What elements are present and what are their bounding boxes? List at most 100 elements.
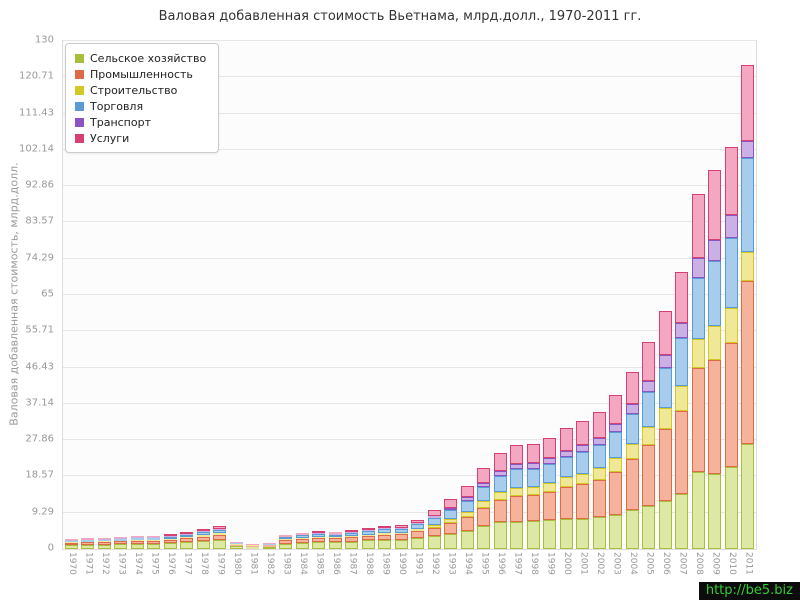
- bar-segment[interactable]: [213, 532, 227, 535]
- bar-segment[interactable]: [477, 468, 491, 484]
- bar-segment[interactable]: [658, 368, 672, 409]
- stacked-bar[interactable]: [246, 543, 260, 549]
- bar-segment[interactable]: [576, 518, 590, 549]
- bar-segment[interactable]: [361, 535, 375, 541]
- bar-segment[interactable]: [543, 520, 557, 549]
- bar-segment[interactable]: [559, 477, 573, 487]
- bar-segment[interactable]: [180, 542, 194, 549]
- bar-segment[interactable]: [295, 539, 309, 543]
- bar-column-2011[interactable]: 2011: [740, 41, 757, 575]
- bar-segment[interactable]: [246, 543, 260, 545]
- bar-column-1976[interactable]: 1976: [162, 41, 179, 575]
- stacked-bar[interactable]: [675, 271, 689, 549]
- bar-segment[interactable]: [625, 413, 639, 444]
- bar-segment[interactable]: [147, 538, 161, 541]
- bar-segment[interactable]: [213, 525, 227, 529]
- bar-column-2010[interactable]: 2010: [723, 41, 740, 575]
- bar-segment[interactable]: [592, 468, 606, 480]
- stacked-bar[interactable]: [427, 510, 441, 549]
- bar-segment[interactable]: [460, 486, 474, 498]
- bar-segment[interactable]: [262, 543, 276, 545]
- stacked-bar[interactable]: [394, 524, 408, 549]
- bar-segment[interactable]: [559, 519, 573, 549]
- bar-segment[interactable]: [444, 510, 458, 519]
- bar-segment[interactable]: [328, 542, 342, 549]
- bar-segment[interactable]: [64, 542, 78, 543]
- bar-segment[interactable]: [394, 534, 408, 540]
- bar-segment[interactable]: [81, 538, 95, 540]
- bar-segment[interactable]: [361, 531, 375, 535]
- bar-segment[interactable]: [229, 543, 243, 545]
- bar-segment[interactable]: [609, 457, 623, 472]
- bar-segment[interactable]: [427, 527, 441, 537]
- bar-segment[interactable]: [378, 528, 392, 530]
- bar-segment[interactable]: [279, 534, 293, 537]
- bar-segment[interactable]: [493, 522, 507, 549]
- bar-segment[interactable]: [460, 511, 474, 517]
- bar-segment[interactable]: [559, 450, 573, 457]
- stacked-bar[interactable]: [658, 310, 672, 549]
- stacked-bar[interactable]: [295, 532, 309, 549]
- bar-segment[interactable]: [378, 533, 392, 535]
- bar-column-1971[interactable]: 1971: [80, 41, 97, 575]
- bar-segment[interactable]: [312, 530, 326, 533]
- bar-segment[interactable]: [510, 496, 524, 522]
- bar-segment[interactable]: [460, 497, 474, 501]
- bar-column-1986[interactable]: 1986: [327, 41, 344, 575]
- bar-segment[interactable]: [691, 472, 705, 549]
- bar-column-2007[interactable]: 2007: [674, 41, 691, 575]
- bar-segment[interactable]: [724, 343, 738, 467]
- stacked-bar[interactable]: [229, 541, 243, 549]
- bar-segment[interactable]: [460, 516, 474, 532]
- bar-segment[interactable]: [213, 540, 227, 549]
- bar-segment[interactable]: [427, 536, 441, 549]
- bar-segment[interactable]: [708, 473, 722, 549]
- stacked-bar[interactable]: [345, 529, 359, 549]
- stacked-bar[interactable]: [81, 538, 95, 549]
- bar-segment[interactable]: [312, 536, 326, 538]
- bar-segment[interactable]: [592, 438, 606, 446]
- bar-segment[interactable]: [691, 277, 705, 340]
- bar-segment[interactable]: [510, 444, 524, 465]
- bar-column-1983[interactable]: 1983: [278, 41, 295, 575]
- stacked-bar[interactable]: [114, 536, 128, 549]
- bar-segment[interactable]: [625, 443, 639, 460]
- bar-segment[interactable]: [345, 541, 359, 549]
- bar-segment[interactable]: [411, 537, 425, 549]
- bar-segment[interactable]: [394, 528, 408, 533]
- bar-segment[interactable]: [444, 534, 458, 549]
- bar-column-2006[interactable]: 2006: [657, 41, 674, 575]
- bar-segment[interactable]: [609, 515, 623, 549]
- bar-segment[interactable]: [328, 533, 342, 535]
- bar-segment[interactable]: [625, 509, 639, 549]
- bar-segment[interactable]: [477, 483, 491, 488]
- stacked-bar[interactable]: [378, 525, 392, 549]
- bar-segment[interactable]: [741, 140, 755, 159]
- stacked-bar[interactable]: [691, 194, 705, 549]
- bar-segment[interactable]: [196, 532, 210, 536]
- bar-segment[interactable]: [163, 538, 177, 540]
- bar-segment[interactable]: [97, 541, 111, 545]
- bar-segment[interactable]: [691, 194, 705, 259]
- bar-segment[interactable]: [378, 529, 392, 534]
- bar-segment[interactable]: [741, 281, 755, 444]
- bar-segment[interactable]: [130, 543, 144, 549]
- bar-segment[interactable]: [130, 540, 144, 544]
- legend-item[interactable]: Промышленность: [75, 66, 206, 82]
- bar-segment[interactable]: [460, 500, 474, 512]
- bar-column-1989[interactable]: 1989: [377, 41, 394, 575]
- bar-column-1996[interactable]: 1996: [492, 41, 509, 575]
- bar-segment[interactable]: [592, 479, 606, 518]
- bar-segment[interactable]: [675, 386, 689, 412]
- bar-segment[interactable]: [345, 529, 359, 533]
- bar-segment[interactable]: [526, 463, 540, 469]
- legend-item[interactable]: Торговля: [75, 98, 206, 114]
- bar-column-1987[interactable]: 1987: [344, 41, 361, 575]
- bar-segment[interactable]: [526, 521, 540, 549]
- bar-segment[interactable]: [213, 534, 227, 541]
- bar-segment[interactable]: [510, 469, 524, 488]
- bar-segment[interactable]: [411, 519, 425, 524]
- bar-segment[interactable]: [163, 533, 177, 536]
- bar-segment[interactable]: [642, 381, 656, 393]
- bar-segment[interactable]: [246, 545, 260, 548]
